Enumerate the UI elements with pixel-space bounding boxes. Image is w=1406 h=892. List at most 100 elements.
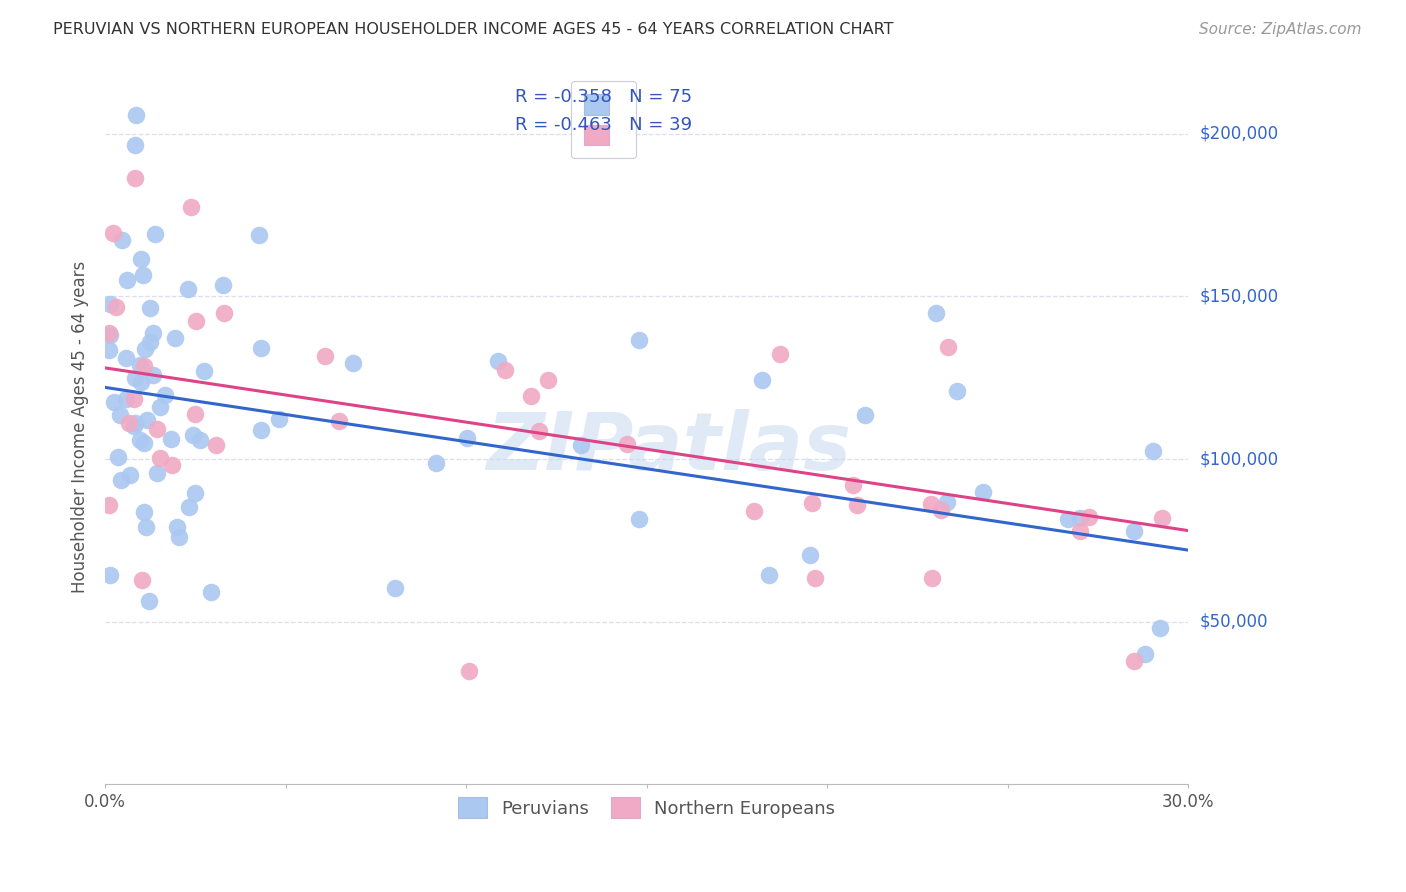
Point	[97, 343, 120, 358]
Point	[628, 333, 651, 347]
Point	[925, 306, 948, 320]
Point	[184, 485, 207, 500]
Point	[569, 438, 592, 452]
Point	[183, 407, 205, 421]
Point	[184, 314, 207, 328]
Point	[180, 200, 202, 214]
Point	[193, 364, 215, 378]
Point	[628, 512, 651, 526]
Point	[128, 434, 150, 448]
Point	[742, 504, 765, 518]
Point	[129, 252, 152, 266]
Point	[519, 389, 541, 403]
Y-axis label: Householder Income Ages 45 - 64 years: Householder Income Ages 45 - 64 years	[72, 260, 89, 592]
Text: $150,000: $150,000	[1199, 287, 1278, 305]
Point	[212, 278, 235, 293]
Legend: Peruvians, Northern Europeans: Peruvians, Northern Europeans	[451, 790, 842, 825]
Point	[131, 574, 153, 588]
Point	[1069, 510, 1091, 524]
Point	[200, 584, 222, 599]
Point	[142, 368, 165, 383]
Point	[384, 581, 406, 595]
Text: ZIPatlas: ZIPatlas	[486, 409, 851, 487]
Point	[118, 416, 141, 430]
Point	[425, 456, 447, 470]
Point	[104, 301, 127, 315]
Point	[142, 326, 165, 341]
Point	[122, 392, 145, 406]
Point	[921, 571, 943, 585]
Point	[114, 392, 136, 406]
Point	[166, 520, 188, 534]
Point	[769, 347, 792, 361]
Point	[115, 351, 138, 365]
Point	[177, 500, 200, 515]
Point	[134, 359, 156, 374]
Point	[118, 468, 141, 483]
Point	[804, 571, 827, 585]
Text: R = -0.358   N = 75: R = -0.358 N = 75	[515, 88, 692, 106]
Point	[841, 478, 863, 492]
Point	[751, 373, 773, 387]
Point	[250, 341, 273, 355]
Point	[124, 170, 146, 185]
Point	[328, 414, 350, 428]
Point	[205, 437, 228, 451]
Point	[1078, 509, 1101, 524]
Point	[149, 450, 172, 465]
Point	[936, 341, 959, 355]
Point	[1142, 443, 1164, 458]
Point	[107, 450, 129, 465]
Point	[97, 326, 120, 340]
Point	[250, 423, 273, 437]
Point	[177, 282, 200, 296]
Point	[146, 466, 169, 480]
Point	[1069, 524, 1091, 538]
Point	[153, 387, 176, 401]
Point	[98, 328, 121, 343]
Point	[135, 520, 157, 534]
Point	[920, 497, 942, 511]
Point	[134, 342, 156, 356]
Point	[314, 349, 336, 363]
Point	[458, 664, 481, 678]
Point	[342, 355, 364, 369]
Text: $100,000: $100,000	[1199, 450, 1278, 468]
Point	[124, 416, 146, 430]
Point	[136, 413, 159, 427]
Point	[212, 305, 235, 319]
Point	[853, 408, 876, 422]
Point	[972, 485, 994, 500]
Point	[929, 503, 952, 517]
Point	[486, 354, 509, 368]
Point	[1123, 654, 1146, 668]
Point	[1149, 621, 1171, 635]
Point	[139, 335, 162, 350]
Point	[247, 227, 270, 242]
Point	[758, 568, 780, 582]
Point	[139, 301, 162, 316]
Point	[1150, 511, 1173, 525]
Point	[122, 419, 145, 434]
Text: PERUVIAN VS NORTHERN EUROPEAN HOUSEHOLDER INCOME AGES 45 - 64 YEARS CORRELATION : PERUVIAN VS NORTHERN EUROPEAN HOUSEHOLDE…	[53, 22, 894, 37]
Point	[131, 376, 153, 390]
Point	[167, 530, 190, 544]
Point	[124, 138, 146, 153]
Text: R = -0.463   N = 39: R = -0.463 N = 39	[515, 116, 692, 134]
Point	[188, 433, 211, 447]
Point	[129, 359, 152, 373]
Point	[145, 227, 167, 241]
Point	[616, 436, 638, 450]
Point	[111, 233, 134, 247]
Point	[117, 273, 139, 287]
Point	[97, 498, 120, 512]
Point	[134, 435, 156, 450]
Point	[159, 432, 181, 446]
Point	[269, 412, 291, 426]
Point	[1123, 524, 1146, 538]
Point	[456, 431, 478, 445]
Point	[103, 394, 125, 409]
Point	[1133, 647, 1156, 661]
Text: Source: ZipAtlas.com: Source: ZipAtlas.com	[1198, 22, 1361, 37]
Point	[110, 473, 132, 487]
